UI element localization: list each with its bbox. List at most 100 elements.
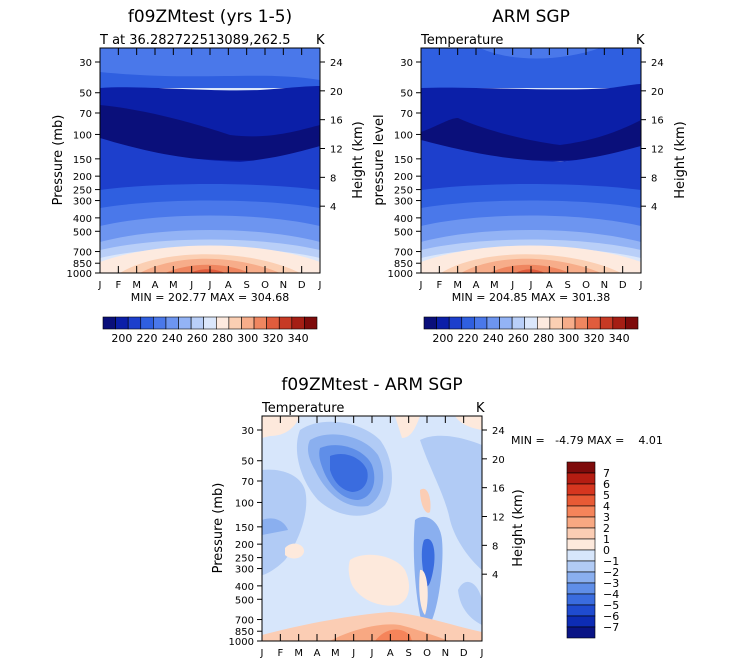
height-tick-label: 16	[651, 116, 664, 127]
panel-difference: f09ZMtest - ARM SGP Temperature K	[211, 375, 663, 659]
colorbar-label: −1	[603, 555, 619, 568]
pressure-tick-label: 300	[394, 197, 413, 208]
month-tick-label: J	[510, 280, 514, 291]
colorbar-swatch	[423, 316, 437, 330]
pressure-tick-label: 70	[241, 477, 254, 488]
month-tick-label: J	[480, 648, 484, 659]
colorbar-swatch	[566, 516, 596, 529]
panel1-units: K	[316, 33, 325, 48]
panel3-ylabel: Pressure (mb)	[211, 483, 226, 574]
colorbar-label: 7	[603, 467, 610, 480]
colorbar-label: 200	[432, 332, 453, 345]
month-tick-label: D	[619, 280, 627, 291]
colorbar-swatch	[102, 316, 116, 330]
colorbar-swatch	[566, 604, 596, 617]
colorbar-swatch	[566, 483, 596, 496]
month-tick-label: M	[132, 280, 141, 291]
month-tick-label: S	[243, 280, 249, 291]
panel-model-temperature: f09ZMtest (yrs 1-5) T at 36.282722513089…	[51, 7, 366, 304]
pressure-tick-label: 1000	[229, 637, 254, 648]
colorbar-label: −3	[603, 577, 619, 590]
month-tick-label: J	[208, 280, 212, 291]
height-tick-label: 24	[330, 58, 343, 69]
colorbar-swatch	[253, 316, 267, 330]
pressure-tick-label: 700	[73, 248, 92, 259]
height-tick-label: 12	[651, 145, 664, 156]
month-tick-label: O	[582, 280, 590, 291]
panel3-height-ticks: 24 20 16 12 8 4	[482, 426, 505, 581]
height-tick-label: 24	[492, 426, 505, 437]
colorbar-label: 5	[603, 489, 610, 502]
colorbar-swatch	[574, 316, 588, 330]
month-tick-label: O	[261, 280, 269, 291]
month-tick-label: A	[152, 280, 159, 291]
height-tick-label: 12	[492, 513, 505, 524]
pressure-tick-label: 700	[235, 616, 254, 627]
panel3-field	[261, 415, 483, 642]
colorbar-swatch	[215, 316, 230, 330]
panel1-ylabel-right: Height (km)	[351, 121, 366, 198]
height-tick-label: 8	[492, 541, 498, 552]
temperature-colorbar-right: 200 220 240 260 280 300 320 340	[423, 316, 639, 345]
height-tick-label: 8	[330, 173, 336, 184]
colorbar-swatch	[566, 582, 596, 595]
pressure-tick-label: 100	[235, 498, 254, 509]
month-tick-label: M	[169, 280, 178, 291]
colorbar-swatch	[203, 316, 217, 330]
panel1-subtitle: T at 36.282722513089,262.5	[99, 33, 291, 48]
colorbar-label: 260	[187, 332, 208, 345]
colorbar-swatch	[474, 316, 488, 330]
panel3-units: K	[476, 401, 485, 416]
colorbar-swatch	[448, 316, 463, 330]
pressure-tick-label: 250	[394, 186, 413, 197]
panel3-title: f09ZMtest - ARM SGP	[281, 375, 462, 395]
colorbar-label: 340	[288, 332, 309, 345]
colorbar-label: 240	[483, 332, 504, 345]
month-tick-label: O	[423, 648, 431, 659]
month-tick-label: J	[318, 280, 322, 291]
height-tick-label: 12	[330, 145, 343, 156]
colorbar-swatch	[566, 626, 596, 639]
colorbar-swatch	[228, 316, 242, 330]
colorbar-swatch	[566, 472, 596, 485]
height-tick-label: 20	[492, 455, 505, 466]
colorbar-swatch	[536, 316, 551, 330]
colorbar-swatch	[566, 615, 596, 628]
panel1-title: f09ZMtest (yrs 1-5)	[128, 7, 292, 27]
panel1-field	[99, 47, 321, 274]
colorbar-label: −5	[603, 599, 619, 612]
panel2-field	[420, 47, 642, 274]
colorbar-swatch	[178, 316, 192, 330]
month-tick-label: A	[387, 648, 394, 659]
month-tick-label: F	[115, 280, 121, 291]
month-tick-label: A	[314, 648, 321, 659]
colorbar-swatch	[436, 316, 450, 330]
pressure-tick-label: 500	[73, 227, 92, 238]
month-tick-label: S	[405, 648, 411, 659]
month-tick-label: J	[189, 280, 193, 291]
month-tick-label: M	[490, 280, 499, 291]
colorbar-swatch	[566, 461, 596, 474]
colorbar-swatch	[241, 316, 255, 330]
height-tick-label: 20	[651, 87, 664, 98]
colorbar-swatch	[599, 316, 614, 330]
colorbar-label: 220	[137, 332, 158, 345]
colorbar-label: 2	[603, 522, 610, 535]
colorbar-label: 240	[162, 332, 183, 345]
colorbar-label: 3	[603, 511, 610, 524]
colorbar-label: 260	[508, 332, 529, 345]
pressure-tick-label: 500	[235, 595, 254, 606]
month-tick-label: J	[529, 280, 533, 291]
pressure-tick-label: 70	[400, 109, 413, 120]
pressure-tick-label: 850	[394, 259, 413, 270]
pressure-tick-label: 850	[235, 627, 254, 638]
panel2-ylabel: pressure level	[372, 114, 387, 205]
pressure-tick-label: 1000	[67, 269, 92, 280]
colorbar-swatch	[562, 316, 576, 330]
